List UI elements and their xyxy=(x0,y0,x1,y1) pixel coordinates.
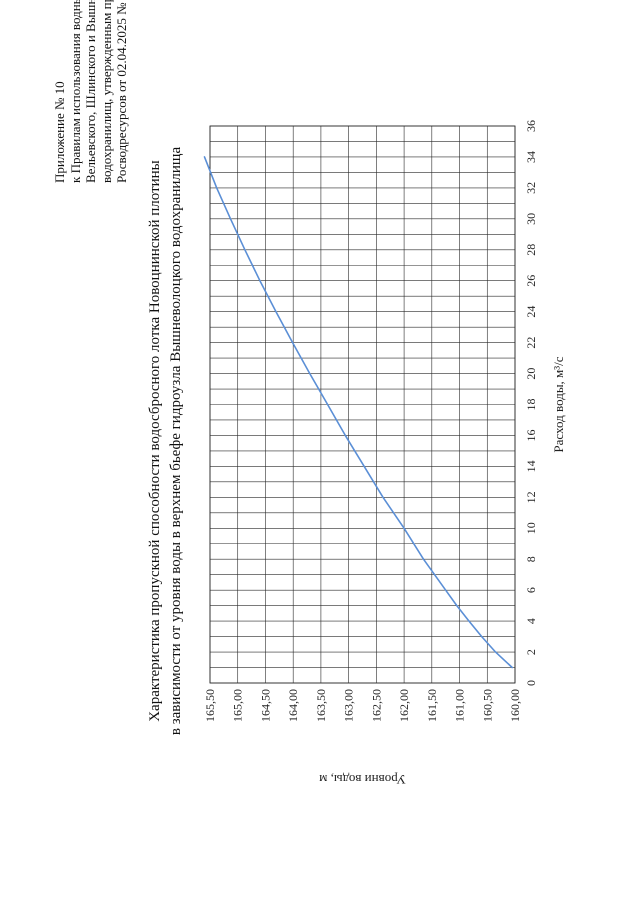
x-tick-label: 28 xyxy=(524,244,538,256)
x-tick-label: 26 xyxy=(524,275,538,287)
x-tick-label: 16 xyxy=(524,429,538,441)
x-tick-label: 4 xyxy=(524,618,538,624)
y-tick-label: 161,50 xyxy=(425,689,439,722)
y-tick-label: 162,00 xyxy=(397,689,411,722)
x-tick-label: 36 xyxy=(524,120,538,132)
x-tick-label: 22 xyxy=(524,337,538,349)
x-tick-label: 14 xyxy=(524,460,538,472)
x-tick-label: 30 xyxy=(524,213,538,225)
x-tick-label: 32 xyxy=(524,182,538,194)
y-axis-label: Уровни воды, м xyxy=(319,772,406,787)
y-tick-label: 164,50 xyxy=(258,689,272,722)
x-axis-label: Расход воды, м³/с xyxy=(551,356,566,452)
x-tick-label: 12 xyxy=(524,491,538,503)
x-tick-label: 24 xyxy=(524,306,538,318)
y-tick-label: 160,50 xyxy=(480,689,494,722)
y-tick-label: 165,00 xyxy=(231,689,245,722)
x-tick-label: 10 xyxy=(524,522,538,534)
x-tick-label: 0 xyxy=(524,680,538,686)
x-tick-label: 8 xyxy=(524,556,538,562)
y-tick-label: 161,00 xyxy=(453,689,467,722)
y-tick-label: 160,00 xyxy=(508,689,522,722)
y-tick-label: 164,00 xyxy=(286,689,300,722)
y-tick-label: 163,50 xyxy=(314,689,328,722)
x-tick-label: 34 xyxy=(524,151,538,163)
plot-frame xyxy=(209,125,516,684)
x-tick-label: 20 xyxy=(524,368,538,380)
y-tick-label: 162,50 xyxy=(369,689,383,722)
x-tick-label: 18 xyxy=(524,399,538,411)
x-tick-label: 6 xyxy=(524,587,538,593)
series-line xyxy=(203,156,514,669)
y-tick-label: 163,00 xyxy=(342,689,356,722)
x-tick-label: 2 xyxy=(524,649,538,655)
y-tick-label: 165,50 xyxy=(203,689,217,722)
